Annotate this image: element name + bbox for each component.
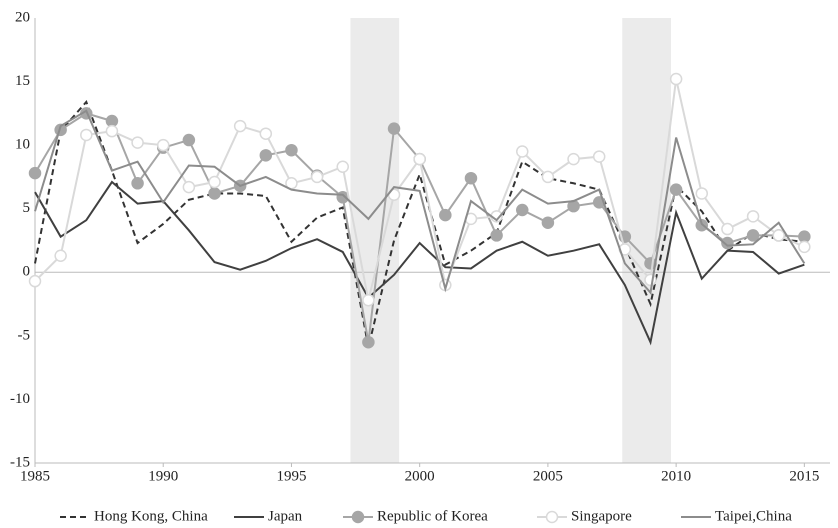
series-marker [105, 114, 119, 128]
series-marker [695, 187, 709, 200]
series-marker [464, 171, 478, 185]
x-tick-label: 1990 [148, 468, 178, 484]
x-tick-label: 2015 [789, 468, 819, 484]
series-marker [105, 124, 119, 138]
y-tick-label: 15 [15, 73, 30, 89]
series-marker [208, 175, 221, 189]
series-line [34, 109, 806, 295]
y-tick-label: -10 [10, 391, 30, 407]
series-marker [259, 127, 273, 140]
series-marker [798, 230, 811, 243]
series-marker [28, 274, 42, 288]
series-marker [387, 122, 401, 135]
series-marker [233, 119, 247, 133]
legend-label: Hong Kong, China [94, 508, 208, 524]
x-tick-label: 1995 [276, 468, 306, 484]
series-marker [541, 170, 555, 184]
series-marker [490, 229, 503, 242]
series-marker [746, 229, 760, 242]
y-tick-label: 20 [15, 9, 30, 25]
series-line [34, 99, 805, 348]
y-tick-label: 5 [23, 200, 31, 216]
series-marker [798, 240, 811, 254]
series-marker [439, 208, 452, 222]
series-marker [362, 335, 375, 349]
legend-marker [351, 510, 365, 524]
y-tick-label: 10 [15, 137, 30, 153]
series-marker [259, 149, 273, 162]
series-marker [541, 216, 555, 229]
y-tick-label: 0 [23, 264, 31, 280]
series-marker [310, 170, 324, 184]
series-marker [80, 128, 93, 142]
series-line [34, 112, 805, 343]
series-marker [516, 203, 529, 217]
shaded-period [622, 18, 671, 463]
series-marker [746, 210, 760, 223]
series-marker [516, 145, 529, 158]
y-tick-label: -5 [18, 327, 31, 343]
x-tick-label: 2010 [661, 468, 691, 484]
y-tick-label: -15 [10, 454, 30, 470]
legend-label: Japan [268, 508, 303, 524]
series-marker [54, 249, 67, 263]
series-marker [131, 177, 144, 190]
series-marker [772, 229, 785, 242]
x-tick-label: 1985 [20, 468, 50, 484]
x-tick-label: 2005 [533, 468, 563, 484]
series-marker [182, 133, 196, 147]
series-marker [721, 222, 734, 236]
series-line [34, 78, 805, 301]
series-marker [413, 152, 426, 166]
series-marker [362, 294, 375, 307]
legend-label: Taipei,China [715, 508, 792, 524]
series-marker [285, 143, 298, 157]
series-marker [592, 150, 606, 163]
series-marker [182, 180, 196, 194]
series-marker [669, 183, 683, 196]
x-tick-label: 2000 [405, 468, 435, 484]
legend-label: Republic of Korea [377, 508, 488, 524]
series-marker [336, 160, 349, 174]
series-marker [156, 138, 170, 152]
legend-label: Singapore [571, 508, 632, 524]
series-marker [644, 273, 657, 287]
shaded-period [350, 18, 400, 463]
series-marker [208, 187, 221, 200]
series-marker [567, 152, 580, 166]
series-marker [131, 136, 144, 149]
legend-marker [545, 510, 559, 524]
series-marker [28, 166, 42, 180]
series-marker [669, 72, 683, 86]
